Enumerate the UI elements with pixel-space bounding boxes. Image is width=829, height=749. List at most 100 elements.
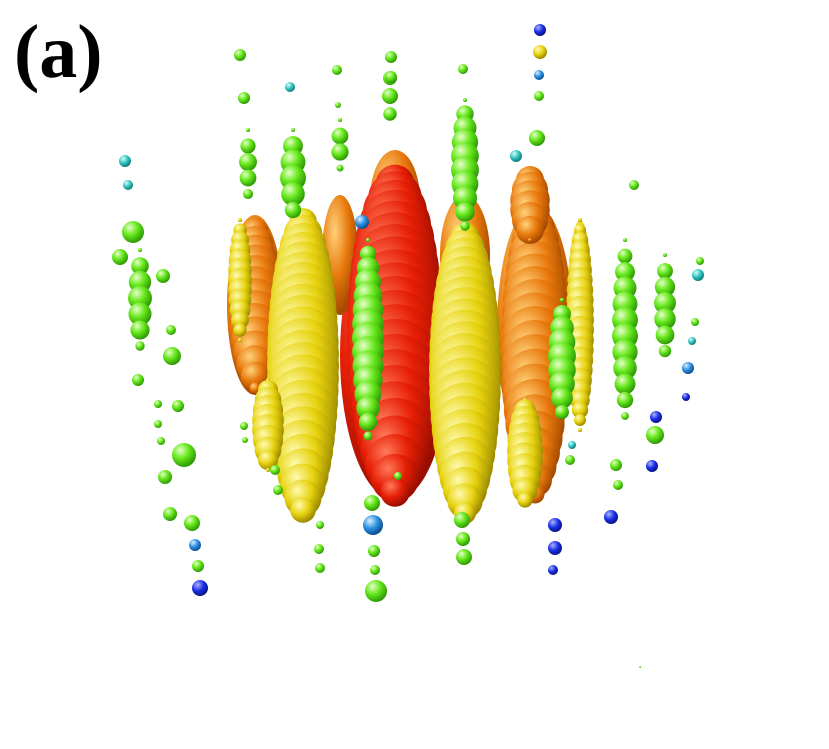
green-sphere — [163, 507, 177, 521]
green-sphere — [331, 143, 349, 161]
green-sphere — [242, 437, 248, 443]
blue-sphere — [192, 580, 208, 596]
blue-sphere — [646, 460, 658, 472]
green-sphere — [370, 565, 380, 575]
green-sphere — [383, 107, 397, 121]
cyan-sphere — [568, 441, 576, 449]
green-sphere — [368, 545, 380, 557]
green-sphere — [122, 221, 144, 243]
green-sphere — [663, 253, 667, 257]
green-sphere — [130, 320, 150, 340]
blue-sphere — [650, 411, 662, 423]
yellow-sphere — [238, 218, 242, 222]
yellow-sphere — [238, 338, 242, 342]
green-sphere — [132, 374, 144, 386]
blue-sphere — [548, 565, 558, 575]
green-sphere — [338, 118, 342, 122]
green-sphere — [358, 412, 378, 432]
cyan-sphere — [688, 337, 696, 345]
yellow-sphere — [266, 468, 270, 472]
green-sphere — [639, 666, 641, 668]
green-sphere — [128, 302, 152, 326]
green-sphere — [331, 127, 349, 145]
green-sphere — [192, 560, 204, 572]
green-sphere — [314, 544, 324, 554]
cyan-sphere — [123, 180, 133, 190]
green-sphere — [154, 400, 162, 408]
green-sphere — [454, 512, 470, 528]
green-sphere — [135, 341, 145, 351]
green-sphere — [657, 263, 673, 279]
green-sphere — [172, 400, 184, 412]
green-sphere — [696, 257, 704, 265]
green-sphere — [316, 521, 324, 529]
green-sphere — [555, 405, 569, 419]
green-sphere — [385, 51, 397, 63]
orange-sphere — [528, 238, 532, 242]
green-sphere — [234, 49, 246, 61]
green-sphere — [281, 182, 305, 206]
cyan-sphere — [285, 82, 295, 92]
green-sphere — [455, 202, 475, 222]
green-sphere — [615, 262, 635, 282]
green-sphere — [156, 269, 170, 283]
front-sphere-columns — [112, 24, 704, 668]
yellow-sphere — [290, 497, 316, 523]
green-sphere — [238, 92, 250, 104]
green-sphere — [382, 88, 398, 104]
green-sphere — [458, 64, 468, 74]
green-sphere — [629, 180, 639, 190]
green-sphere — [363, 431, 373, 441]
yellow-sphere — [574, 414, 586, 426]
green-sphere — [315, 563, 325, 573]
green-sphere — [246, 128, 250, 132]
orange-sphere — [516, 216, 544, 244]
yellow-sphere — [231, 311, 249, 329]
sky-sphere — [189, 539, 201, 551]
cyan-sphere — [119, 155, 131, 167]
green-sphere — [172, 443, 196, 467]
green-sphere — [529, 130, 545, 146]
green-sphere — [239, 169, 257, 187]
green-sphere — [610, 459, 622, 471]
yellow-sphere — [233, 323, 247, 337]
green-sphere — [654, 276, 676, 298]
green-sphere — [240, 422, 248, 430]
green-sphere — [240, 138, 256, 154]
green-sphere — [112, 249, 128, 265]
green-sphere — [551, 387, 573, 409]
green-sphere — [560, 298, 564, 302]
green-sphere — [365, 580, 387, 602]
green-sphere — [157, 437, 165, 445]
green-sphere — [364, 495, 380, 511]
blue-sphere — [682, 393, 690, 401]
red-sphere — [380, 477, 410, 507]
green-sphere — [691, 318, 699, 326]
green-sphere — [460, 221, 470, 231]
sky-sphere — [363, 515, 383, 535]
blue-sphere — [548, 518, 562, 532]
middle-sphere-columns — [228, 166, 594, 524]
green-sphere — [273, 485, 283, 495]
green-sphere — [613, 480, 623, 490]
green-sphere — [617, 248, 633, 264]
green-sphere — [291, 128, 295, 132]
green-sphere — [270, 465, 280, 475]
green-sphere — [658, 344, 672, 358]
yellow-sphere — [533, 45, 547, 59]
green-sphere — [128, 286, 152, 310]
green-sphere — [385, 71, 397, 83]
green-sphere — [654, 292, 676, 314]
green-sphere — [166, 325, 176, 335]
green-sphere — [646, 426, 664, 444]
green-sphere — [239, 153, 257, 171]
yellow-sphere — [571, 401, 589, 419]
yellow-sphere — [517, 492, 533, 508]
green-sphere — [332, 65, 342, 75]
yellow-sphere — [578, 428, 582, 432]
panel-label: (a) — [14, 10, 103, 94]
green-sphere — [616, 391, 634, 409]
blue-sphere — [534, 24, 546, 36]
yellow-sphere — [578, 218, 582, 222]
